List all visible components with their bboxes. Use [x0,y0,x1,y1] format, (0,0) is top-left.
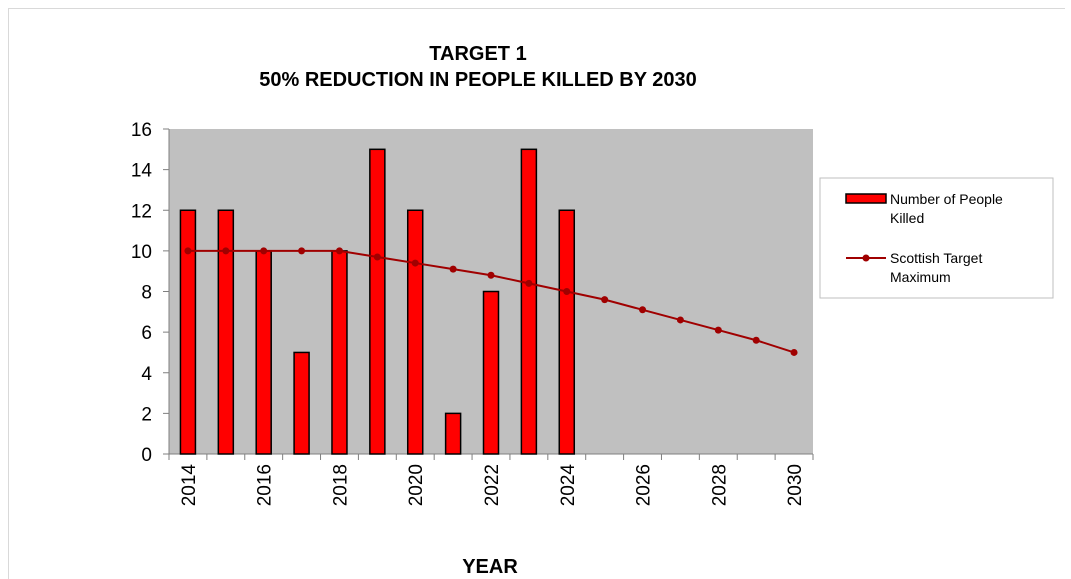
legend-line-label-line2: Maximum [890,269,951,285]
legend-line-marker [862,254,870,262]
x-tick-label: 2020 [406,464,427,506]
legend: Number of People Killed Scottish Target … [819,177,1054,299]
y-tick-label: 4 [141,364,152,385]
bar [179,209,197,455]
x-tick-label: 2018 [330,464,351,506]
bar [369,148,386,455]
line-point [525,279,533,287]
chart-title-line2: 50% REDUCTION IN PEOPLE KILLED BY 2030 [259,69,697,91]
legend-line-label-line1: Scottish Target [890,250,982,266]
x-tick-label: 2016 [255,464,276,506]
line-point [676,316,684,324]
x-tick-label: 2026 [634,464,655,506]
y-axis: 0 2 4 6 8 10 12 14 16 [131,120,170,466]
y-tick-label: 16 [131,120,152,141]
line-point [298,247,306,255]
line-point [752,336,760,344]
bar [558,209,576,455]
y-tick-label: 8 [141,283,152,304]
bar-series [179,148,576,455]
chart-frame [8,8,1065,579]
line-point [714,326,722,334]
x-tick-label: 2024 [558,464,579,507]
line-point [449,265,457,273]
bar [331,250,348,455]
bar [293,351,310,455]
line-point [373,253,381,261]
line-point [184,247,192,255]
line-point [260,247,268,255]
line-point [222,247,230,255]
y-tick-label: 0 [141,445,152,466]
line-point [411,259,419,267]
bar [520,148,538,455]
line-point [639,306,647,314]
x-tick-label: 2028 [709,464,730,506]
x-tick-label: 2022 [482,464,503,506]
line-series [184,247,798,356]
bar [482,290,500,455]
x-tick-label: 2014 [179,464,200,507]
bar [406,209,424,455]
line-point [563,288,571,295]
y-tick-label: 10 [131,242,152,263]
y-tick-label: 6 [141,323,152,344]
y-tick-label: 2 [141,404,152,425]
legend-bar-swatch [845,193,887,204]
x-tick-label: 2030 [785,464,806,506]
line-point [487,271,495,279]
bar [255,250,272,455]
line-point [790,348,798,356]
line-point [601,296,609,304]
y-tick-label: 14 [131,161,153,182]
chart-title-line1: TARGET 1 [429,43,526,65]
bar [217,209,235,455]
y-tick-label: 12 [131,201,152,222]
x-axis: 2014 2016 2018 2020 2022 2024 2026 2028 2030 [168,453,814,507]
bar [444,412,462,455]
line-point [335,247,343,255]
legend-bar-label-line2: Killed [890,210,924,226]
legend-bar-label-line1: Number of People [890,191,1003,207]
x-axis-label: YEAR [462,556,518,578]
